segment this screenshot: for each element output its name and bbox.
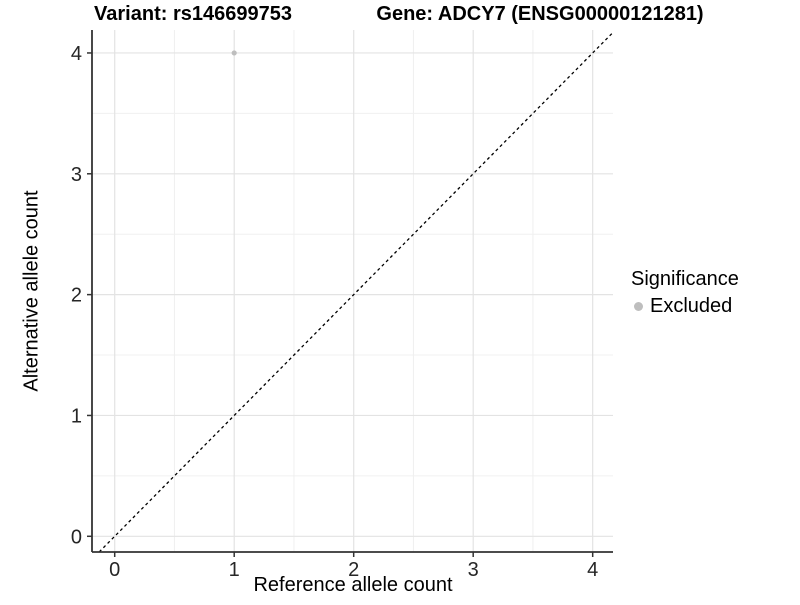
x-tick-label: 1	[229, 559, 240, 581]
legend-title: Significance	[631, 268, 739, 290]
y-axis-title: Alternative allele count	[20, 190, 43, 392]
identity-dashed-line	[98, 31, 614, 553]
y-tick-label: 3	[71, 164, 82, 186]
legend: Significance Excluded	[631, 268, 739, 318]
y-tick-label: 1	[71, 405, 82, 427]
x-tick-label: 4	[587, 559, 598, 581]
data-point	[231, 50, 237, 56]
y-tick-label: 0	[71, 526, 82, 548]
legend-item-excluded: Excluded	[631, 295, 739, 318]
excluded-marker-icon	[634, 302, 643, 311]
x-tick-label: 2	[348, 559, 359, 581]
x-axis-title: Reference allele count	[253, 574, 453, 596]
y-tick-label: 4	[71, 43, 82, 65]
legend-item-label: Excluded	[650, 295, 733, 317]
x-tick-label: 3	[468, 559, 479, 581]
variant-title: Variant: rs146699753	[94, 3, 292, 25]
x-tick-label: 0	[109, 559, 120, 581]
y-tick-label: 2	[71, 285, 82, 307]
gene-title: Gene: ADCY7 (ENSG00000121281)	[376, 3, 704, 25]
